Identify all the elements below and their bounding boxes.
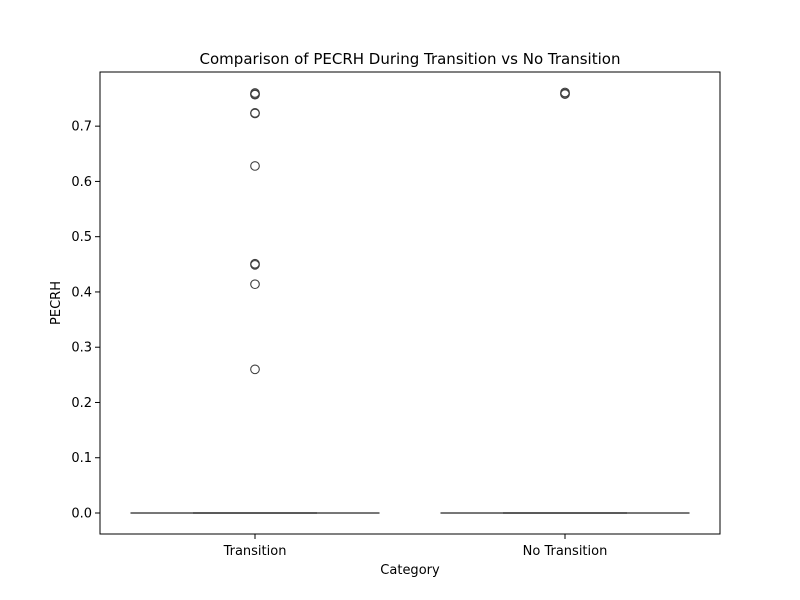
y-tick-label: 0.1 [71, 451, 92, 466]
outlier-point [250, 279, 260, 290]
outlier-point [250, 161, 260, 171]
box-group-0 [130, 88, 380, 514]
outlier-point [250, 364, 260, 375]
outlier-point [250, 108, 260, 119]
y-axis: 0.0 0.1 0.2 0.3 0.4 0.5 0.6 0.7 [71, 120, 100, 522]
x-axis-label: Category [380, 563, 440, 578]
y-tick-label: 0.7 [71, 120, 92, 135]
y-tick-label: 0.5 [71, 230, 92, 245]
x-axis: Transition No Transition [223, 534, 608, 559]
x-tick-label: No Transition [523, 544, 608, 559]
y-tick-label: 0.0 [71, 507, 92, 522]
chart-title: Comparison of PECRH During Transition vs… [200, 50, 621, 68]
y-tick-label: 0.2 [71, 396, 92, 411]
plot-area-frame [99, 71, 721, 535]
y-tick-label: 0.4 [71, 285, 92, 300]
y-tick-label: 0.6 [71, 175, 92, 190]
y-tick-label: 0.3 [71, 341, 92, 356]
y-axis-label: PECRH [49, 281, 64, 325]
box-series [130, 87, 690, 514]
outlier-point [560, 89, 570, 99]
outlier-point [250, 89, 260, 100]
box-group-1 [440, 87, 690, 514]
outlier-point [250, 260, 260, 270]
x-tick-label: Transition [223, 544, 287, 559]
